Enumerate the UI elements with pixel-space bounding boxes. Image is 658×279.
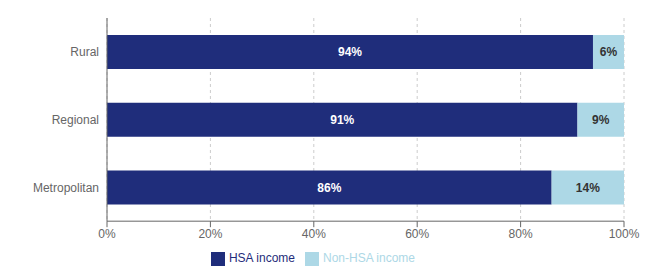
- svg-text:80%: 80%: [509, 227, 533, 241]
- svg-text:6%: 6%: [600, 45, 618, 59]
- html-text:HSA income: HSA income: [229, 251, 295, 266]
- svg-text:14%: 14%: [576, 181, 600, 195]
- svg-text:9%: 9%: [592, 113, 610, 127]
- svg-text:94%: 94%: [338, 45, 362, 59]
- svg-text:0%: 0%: [98, 227, 116, 241]
- svg-text:Rural: Rural: [70, 45, 99, 59]
- svg-text:40%: 40%: [302, 227, 326, 241]
- svg-text:Regional: Regional: [52, 113, 99, 127]
- html-text:Non-HSA income: Non-HSA income: [323, 251, 415, 266]
- svg-text:86%: 86%: [317, 181, 341, 195]
- svg-text:100%: 100%: [609, 227, 640, 241]
- svg-text:Metropolitan: Metropolitan: [33, 181, 99, 195]
- svg-text:20%: 20%: [198, 227, 222, 241]
- svg-text:60%: 60%: [405, 227, 429, 241]
- svg-text:91%: 91%: [330, 113, 354, 127]
